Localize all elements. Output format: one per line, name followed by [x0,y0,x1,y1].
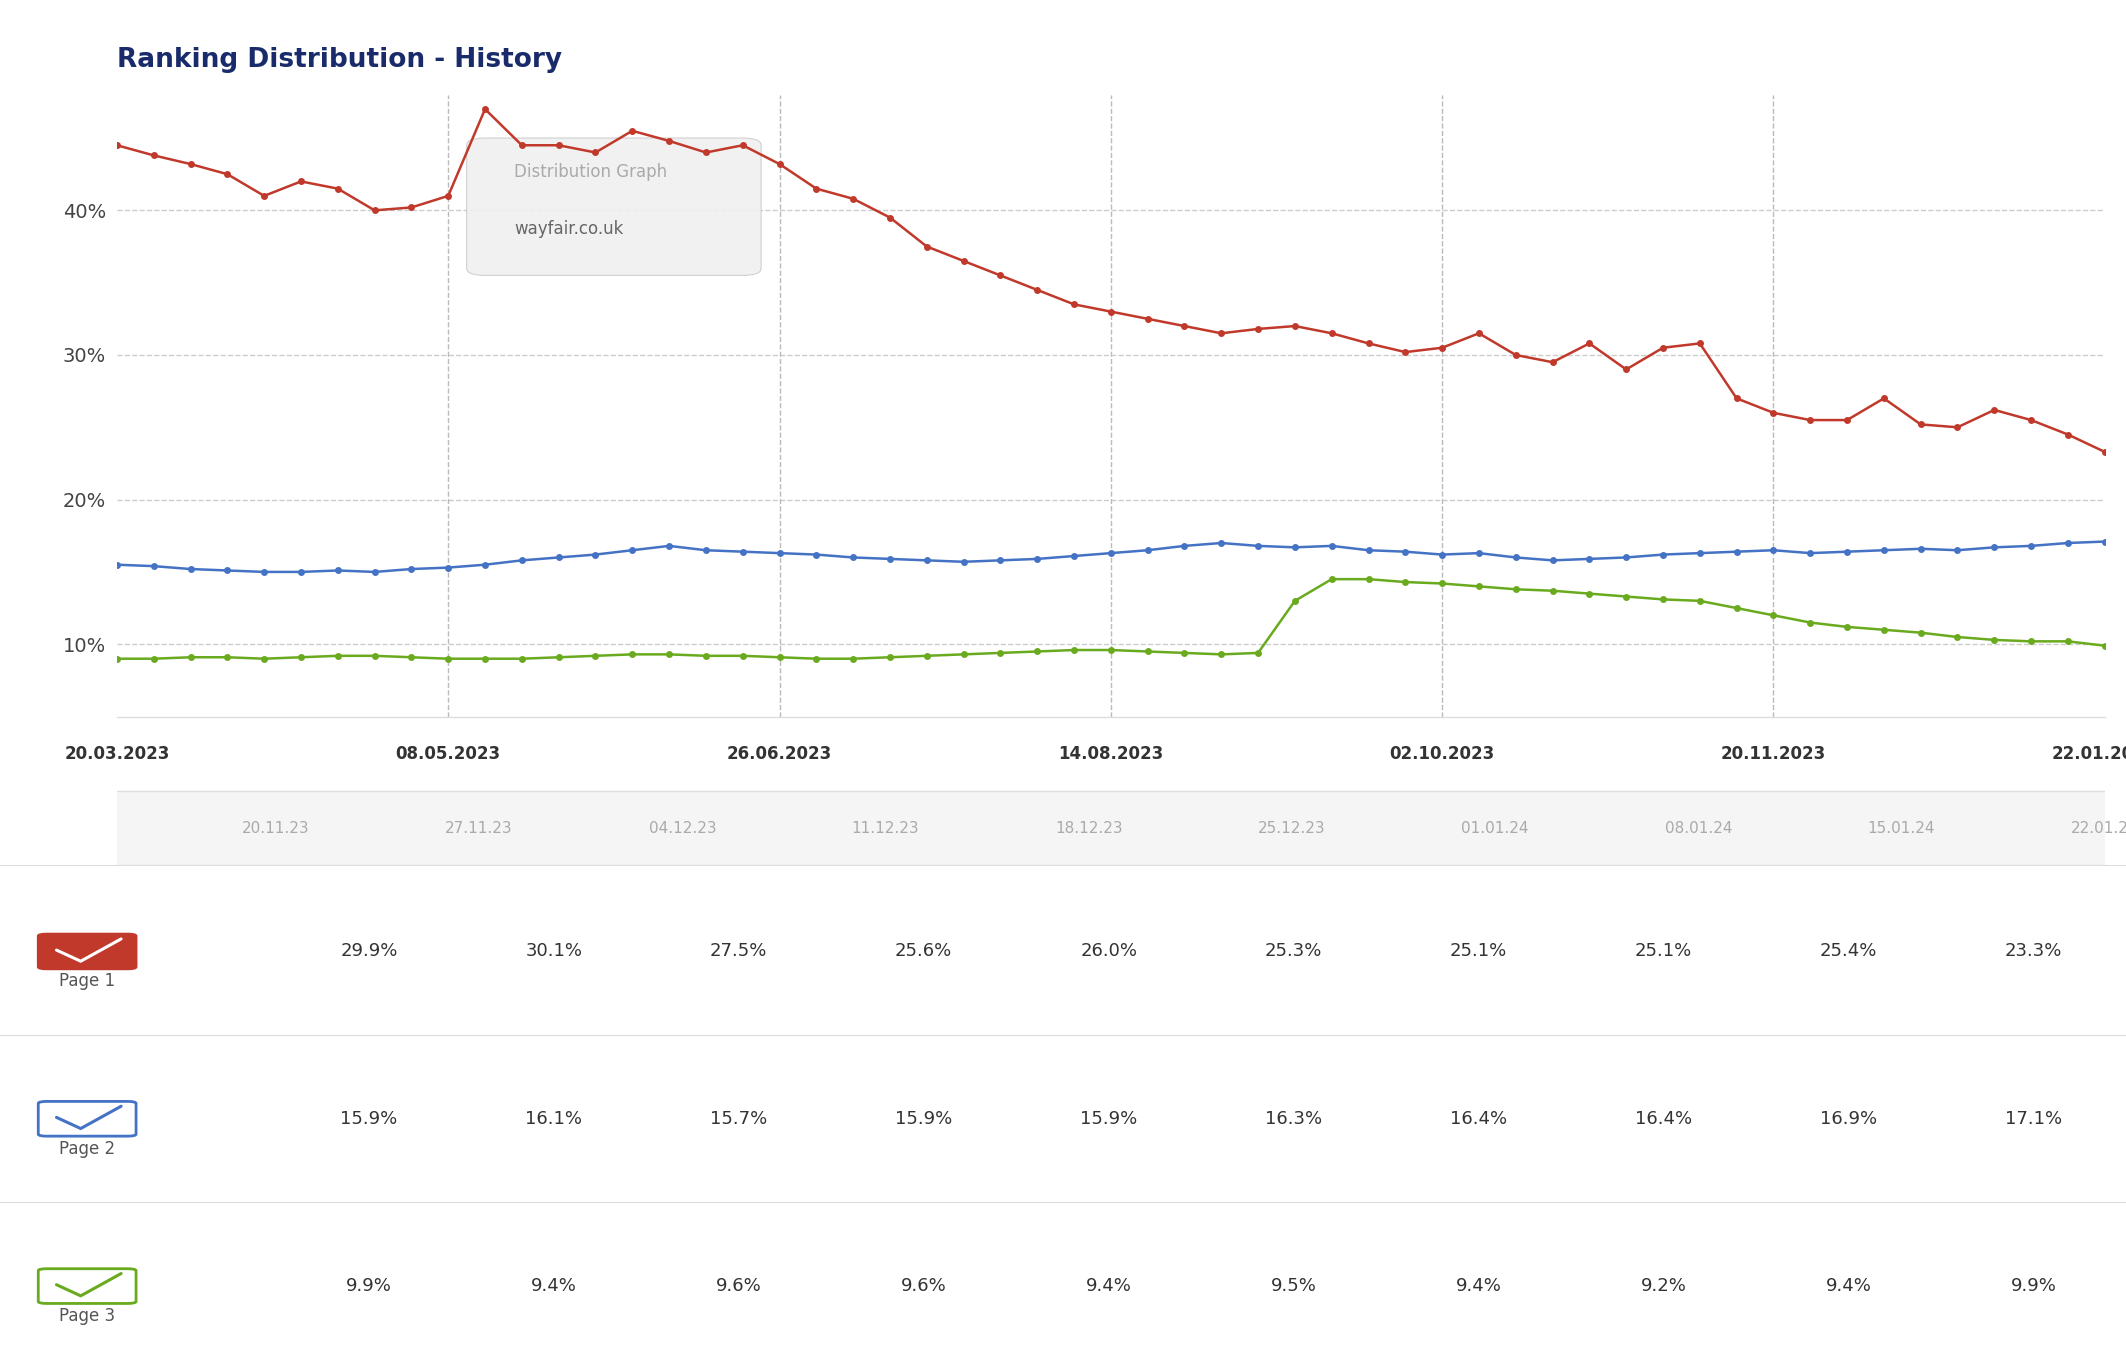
Text: 22.01.2024: 22.01.2024 [2052,745,2126,763]
Text: 25.4%: 25.4% [1820,942,1877,960]
Text: 16.4%: 16.4% [1450,1110,1507,1128]
Text: 20.03.2023: 20.03.2023 [64,745,170,763]
Text: 16.9%: 16.9% [1820,1110,1877,1128]
Text: 11.12.23: 11.12.23 [853,821,918,836]
Text: 16.1%: 16.1% [525,1110,583,1128]
Text: 16.4%: 16.4% [1635,1110,1692,1128]
Text: 15.01.24: 15.01.24 [1869,821,1935,836]
Text: wayfair.co.uk: wayfair.co.uk [514,220,623,238]
Text: 9.5%: 9.5% [1271,1278,1316,1295]
Text: 30.1%: 30.1% [525,942,583,960]
Text: 9.4%: 9.4% [1826,1278,1871,1295]
Text: 15.7%: 15.7% [710,1110,767,1128]
Text: 17.1%: 17.1% [2005,1110,2062,1128]
Text: 25.12.23: 25.12.23 [1259,821,1327,836]
Text: 29.9%: 29.9% [340,942,398,960]
Text: 20.11.2023: 20.11.2023 [1720,745,1826,763]
FancyBboxPatch shape [38,1268,136,1303]
Text: 9.4%: 9.4% [1086,1278,1131,1295]
Text: 23.3%: 23.3% [2005,942,2062,960]
Text: 08.01.24: 08.01.24 [1665,821,1733,836]
Text: 15.9%: 15.9% [340,1110,398,1128]
Text: 26.06.2023: 26.06.2023 [727,745,831,763]
Text: Page 2: Page 2 [60,1140,115,1157]
Text: Page 1: Page 1 [60,972,115,991]
FancyBboxPatch shape [38,1102,136,1136]
Text: 27.11.23: 27.11.23 [444,821,512,836]
Text: 14.08.2023: 14.08.2023 [1059,745,1163,763]
Text: 15.9%: 15.9% [895,1110,952,1128]
Text: 01.01.24: 01.01.24 [1461,821,1529,836]
Text: 25.1%: 25.1% [1450,942,1507,960]
Text: 9.4%: 9.4% [1456,1278,1501,1295]
Text: 22.01.24: 22.01.24 [2071,821,2126,836]
Text: 9.9%: 9.9% [2011,1278,2056,1295]
Text: 18.12.23: 18.12.23 [1054,821,1123,836]
Text: 9.6%: 9.6% [716,1278,761,1295]
Text: 9.4%: 9.4% [532,1278,576,1295]
Text: 25.1%: 25.1% [1635,942,1692,960]
Text: 9.2%: 9.2% [1641,1278,1686,1295]
Text: Ranking Distribution - History: Ranking Distribution - History [117,47,561,73]
Text: 04.12.23: 04.12.23 [648,821,716,836]
Text: Page 3: Page 3 [60,1307,115,1325]
Text: 26.0%: 26.0% [1080,942,1137,960]
Text: 27.5%: 27.5% [710,942,767,960]
FancyBboxPatch shape [38,934,136,969]
Text: 9.6%: 9.6% [901,1278,946,1295]
Text: 02.10.2023: 02.10.2023 [1390,745,1495,763]
Text: 25.3%: 25.3% [1265,942,1322,960]
Text: 20.11.23: 20.11.23 [242,821,310,836]
Text: 08.05.2023: 08.05.2023 [395,745,502,763]
Text: 25.6%: 25.6% [895,942,952,960]
Text: 16.3%: 16.3% [1265,1110,1322,1128]
Text: 15.9%: 15.9% [1080,1110,1137,1128]
Text: 9.9%: 9.9% [347,1278,391,1295]
Text: Distribution Graph: Distribution Graph [514,162,668,181]
FancyBboxPatch shape [466,138,761,276]
